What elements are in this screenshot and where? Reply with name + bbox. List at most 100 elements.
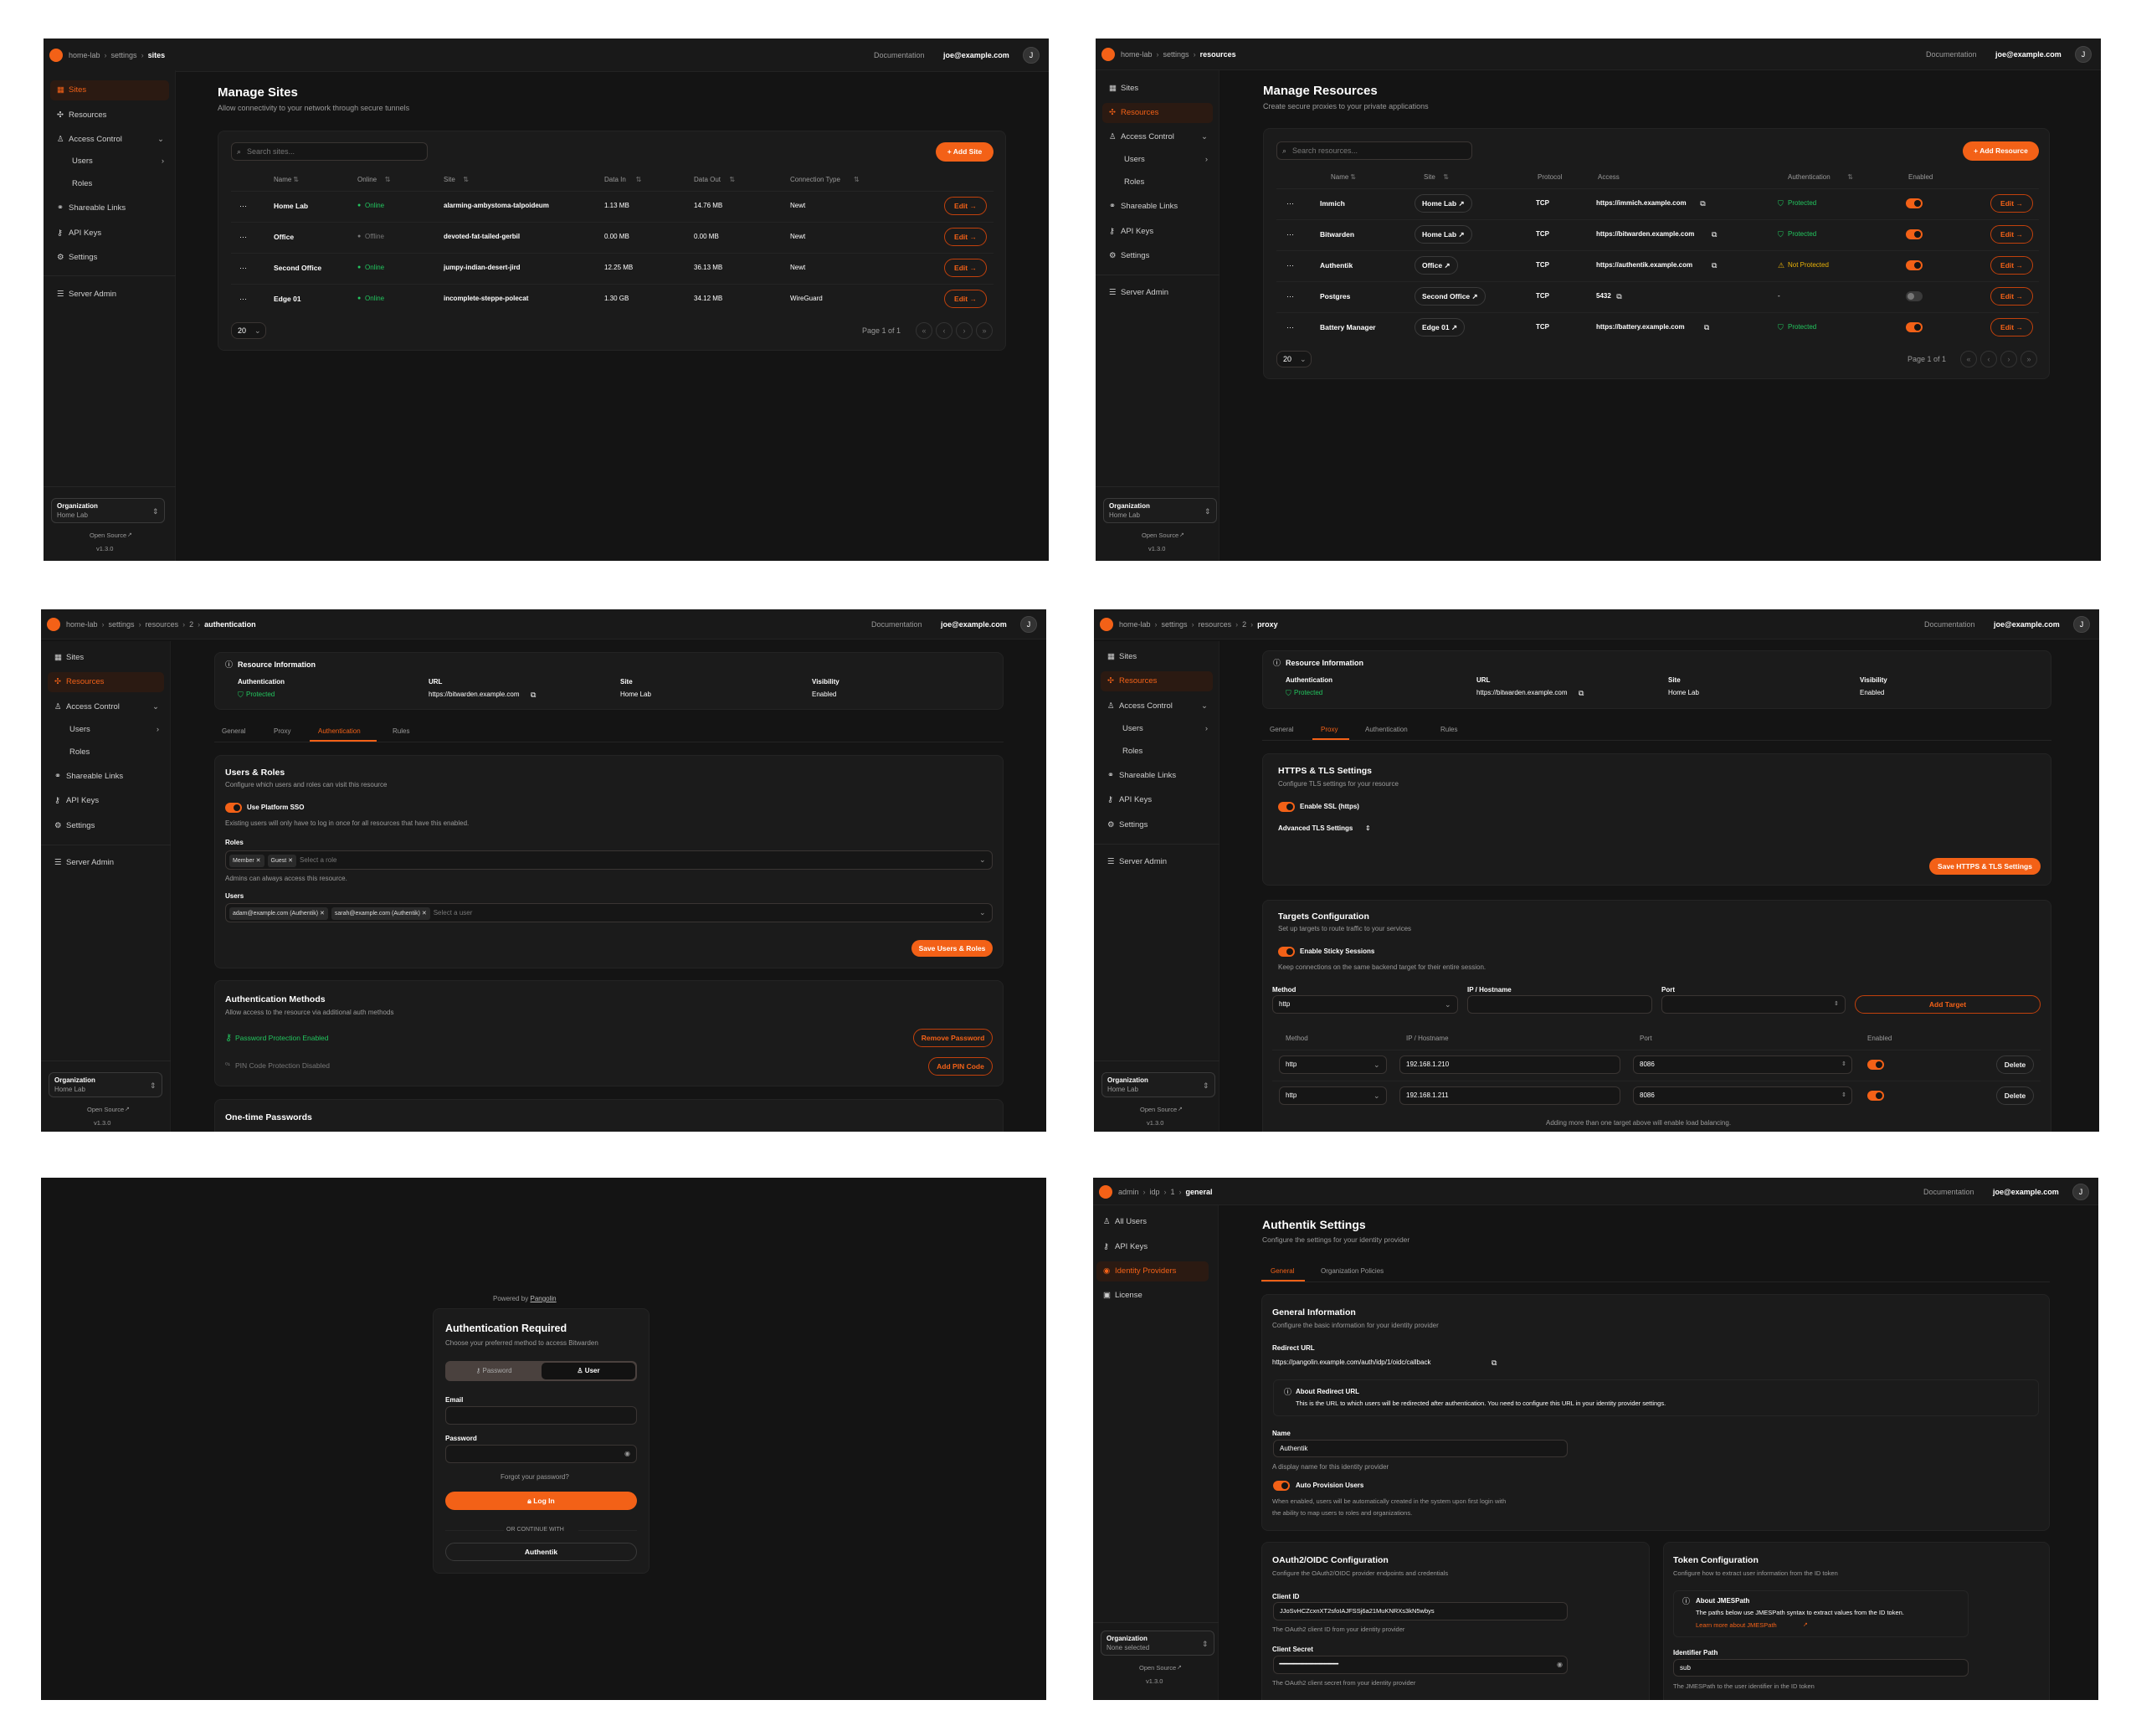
- edit-button[interactable]: Edit →: [1990, 256, 2033, 275]
- sidebar-item-shareable-links[interactable]: ⚭ Shareable Links: [1102, 197, 1213, 217]
- user-menu-email[interactable]: joe@example.com: [941, 620, 1007, 629]
- user-menu-email[interactable]: joe@example.com: [943, 51, 1009, 59]
- eye-icon[interactable]: ◉: [624, 1450, 630, 1457]
- site-link-badge[interactable]: Office ↗: [1415, 256, 1458, 275]
- password-method-tab[interactable]: ⚷ Password: [447, 1363, 541, 1379]
- target-ip-input[interactable]: 192.168.1.211: [1399, 1086, 1620, 1105]
- sidebar-item-api-keys[interactable]: ⚷ API Keys: [1101, 790, 1213, 810]
- copy-icon[interactable]: ⧉: [531, 691, 537, 699]
- target-ip-input[interactable]: 192.168.1.210: [1399, 1055, 1620, 1074]
- email-input[interactable]: [445, 1406, 637, 1425]
- resource-url[interactable]: https://bitwarden.example.com: [429, 691, 520, 698]
- identifier-path-input[interactable]: sub: [1673, 1659, 1969, 1677]
- site-link-badge[interactable]: Second Office ↗: [1415, 287, 1486, 306]
- sidebar-item-sites[interactable]: ▦ Sites: [1101, 647, 1213, 667]
- tab-proxy[interactable]: Proxy: [1321, 726, 1338, 733]
- sort-icon[interactable]: ⇅: [293, 176, 299, 183]
- target-enabled-toggle[interactable]: [1867, 1060, 1884, 1070]
- target-port-input[interactable]: 8086 ⇕: [1633, 1055, 1852, 1074]
- breadcrumb-item[interactable]: 2: [1242, 620, 1247, 629]
- tab-general[interactable]: General: [1270, 726, 1294, 733]
- open-source-link[interactable]: Open Source: [1142, 532, 1179, 539]
- user-menu-email[interactable]: joe@example.com: [1995, 50, 2062, 59]
- login-button[interactable]: 🔒︎ Log In: [445, 1492, 637, 1510]
- last-page-button[interactable]: »: [2020, 351, 2037, 367]
- tab-general[interactable]: General: [222, 727, 246, 735]
- sidebar-item-resources[interactable]: ✣ Resources: [48, 672, 164, 692]
- add-resource-button[interactable]: + Add Resource: [1963, 141, 2039, 161]
- sidebar-item-sites[interactable]: ▦ Sites: [48, 648, 164, 668]
- target-method-select[interactable]: http ⌄: [1279, 1086, 1387, 1105]
- sidebar-item-access-control[interactable]: ♙ Access Control ⌄: [48, 697, 164, 717]
- enabled-toggle[interactable]: [1906, 322, 1923, 332]
- sidebar-item-shareable-links[interactable]: ⚭ Shareable Links: [50, 198, 169, 218]
- documentation-link[interactable]: Documentation: [1923, 1187, 1974, 1196]
- sticky-sessions-toggle[interactable]: [1278, 947, 1295, 957]
- client-secret-input[interactable]: ••••••••••••••••••••••••••••••••••••••••…: [1273, 1656, 1568, 1674]
- site-link-badge[interactable]: Home Lab ↗: [1415, 194, 1472, 213]
- breadcrumb-item[interactable]: idp: [1149, 1187, 1160, 1196]
- column-header-name[interactable]: Name: [1331, 173, 1349, 181]
- breadcrumb-item[interactable]: 2: [189, 620, 194, 629]
- avatar[interactable]: J: [1020, 616, 1037, 633]
- sidebar-item-sites[interactable]: ▦ Sites: [50, 80, 169, 100]
- copy-icon[interactable]: ⧉: [1700, 199, 1706, 208]
- breadcrumb-item[interactable]: home-lab: [1121, 50, 1153, 59]
- breadcrumb-item[interactable]: resources: [145, 620, 179, 629]
- copy-icon[interactable]: ⧉: [1616, 292, 1622, 300]
- copy-icon[interactable]: ⧉: [1492, 1358, 1497, 1367]
- users-multiselect[interactable]: adam@example.com (Authentik) ✕ sarah@exam…: [225, 903, 993, 922]
- documentation-link[interactable]: Documentation: [1926, 50, 1977, 59]
- open-source-link[interactable]: Open Source: [1140, 1106, 1178, 1113]
- user-method-tab[interactable]: ♙ User: [542, 1363, 635, 1379]
- authentik-sso-button[interactable]: Authentik: [445, 1543, 637, 1561]
- page-size-select[interactable]: 20 ⌄: [1276, 351, 1312, 367]
- sidebar-item-users[interactable]: Users ›: [1117, 150, 1213, 170]
- breadcrumb-item[interactable]: home-lab: [1119, 620, 1151, 629]
- target-method-select[interactable]: http ⌄: [1279, 1055, 1387, 1074]
- sidebar-item-all-users[interactable]: ♙ All Users: [1096, 1212, 1209, 1232]
- sidebar-item-resources[interactable]: ✣ Resources: [50, 105, 169, 126]
- sidebar-item-users[interactable]: Users ›: [1116, 719, 1213, 739]
- resource-url[interactable]: https://bitwarden.example.com: [1476, 689, 1568, 696]
- sort-icon[interactable]: ⇅: [1350, 173, 1356, 181]
- method-select[interactable]: http ⌄: [1272, 995, 1458, 1014]
- target-port-input[interactable]: 8086 ⇕: [1633, 1086, 1852, 1105]
- edit-button[interactable]: Edit →: [1990, 225, 2033, 244]
- enabled-toggle[interactable]: [1906, 229, 1923, 239]
- column-header-name[interactable]: Name: [274, 176, 292, 183]
- sidebar-item-license[interactable]: ▣ License: [1096, 1286, 1209, 1306]
- sidebar-item-settings[interactable]: ⚙ Settings: [1102, 246, 1213, 266]
- site-link-badge[interactable]: Home Lab ↗: [1415, 225, 1472, 244]
- avatar[interactable]: J: [2073, 616, 2090, 633]
- enable-ssl-toggle[interactable]: [1278, 802, 1295, 812]
- sort-icon[interactable]: ⇅: [729, 176, 736, 183]
- sidebar-item-shareable-links[interactable]: ⚭ Shareable Links: [48, 767, 164, 787]
- documentation-link[interactable]: Documentation: [874, 51, 925, 59]
- first-page-button[interactable]: «: [916, 322, 932, 339]
- save-tls-settings-button[interactable]: Save HTTPS & TLS Settings: [1929, 858, 2041, 875]
- learn-more-jmespath-link[interactable]: Learn more about JMESPath: [1696, 1621, 1777, 1629]
- sort-icon[interactable]: ⇅: [854, 176, 860, 183]
- enabled-toggle[interactable]: [1906, 198, 1923, 208]
- advanced-tls-toggle[interactable]: Advanced TLS Settings: [1278, 824, 1353, 832]
- sidebar-item-server-admin[interactable]: ☰ Server Admin: [1102, 283, 1213, 303]
- user-menu-email[interactable]: joe@example.com: [1994, 620, 2060, 629]
- tab-proxy[interactable]: Proxy: [274, 727, 291, 735]
- row-actions-icon[interactable]: ···: [1286, 199, 1294, 208]
- column-header-data-in[interactable]: Data In: [604, 176, 626, 183]
- avatar[interactable]: J: [2075, 46, 2092, 63]
- column-header-authentication[interactable]: Authentication: [1788, 173, 1830, 181]
- copy-icon[interactable]: ⧉: [1711, 261, 1718, 270]
- column-header-site[interactable]: Site: [444, 176, 455, 183]
- edit-button[interactable]: Edit →: [1990, 318, 2033, 336]
- tab-organization-policies[interactable]: Organization Policies: [1321, 1267, 1384, 1275]
- copy-icon[interactable]: ⧉: [1579, 689, 1584, 697]
- remove-icon[interactable]: ✕: [286, 858, 293, 864]
- row-actions-icon[interactable]: ···: [1286, 230, 1294, 239]
- first-page-button[interactable]: «: [1960, 351, 1977, 367]
- remove-icon[interactable]: ✕: [254, 858, 261, 864]
- organization-selector[interactable]: Organization Home Lab ⇕: [1101, 1072, 1215, 1097]
- open-source-link[interactable]: Open Source: [90, 532, 127, 539]
- row-actions-icon[interactable]: ···: [239, 295, 247, 303]
